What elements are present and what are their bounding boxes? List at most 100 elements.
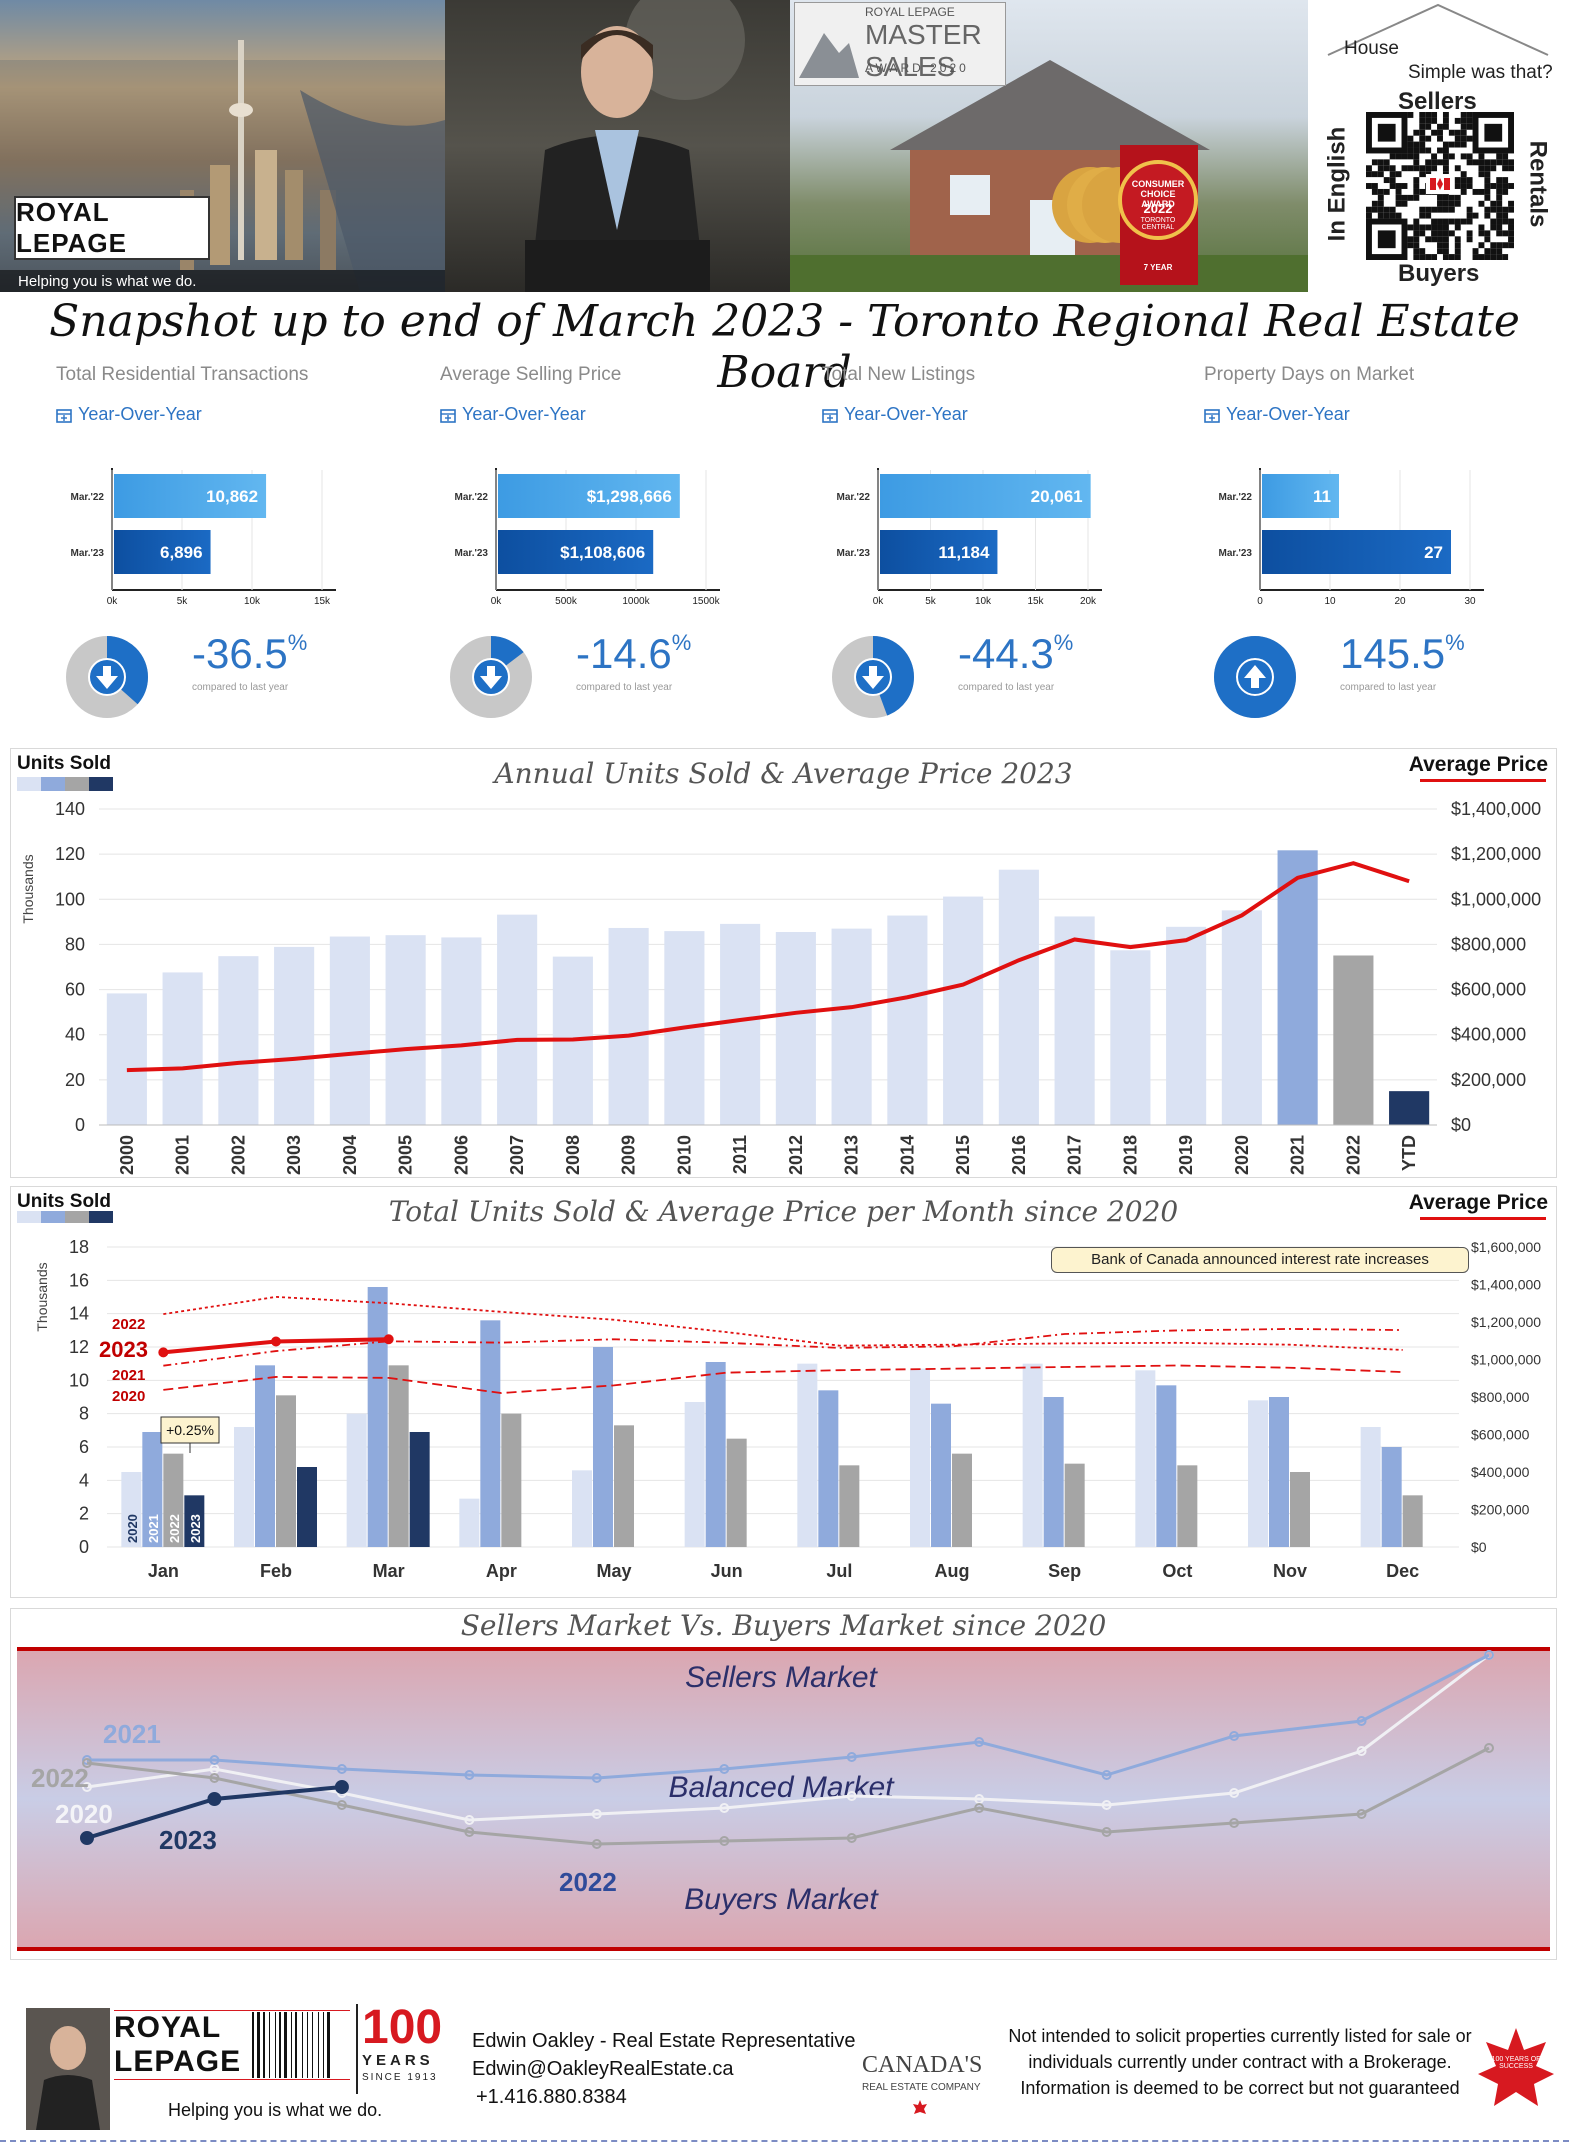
monthly-bar (459, 1498, 480, 1547)
kpi-bar (1262, 530, 1451, 574)
kpi-tick-label: 10k (244, 596, 261, 607)
kpi-sub: compared to last year (958, 682, 1055, 693)
monthly-right-tick: $1,000,000 (1471, 1352, 1541, 1368)
kpi-donut-icon (832, 636, 914, 718)
kpi-yoy-link[interactable]: Year-Over-Year (1204, 404, 1350, 425)
consumer-award-years: 7 YEAR (1143, 263, 1173, 272)
monthly-left-tick: 10 (69, 1370, 89, 1390)
agent-portrait (525, 0, 745, 292)
annual-right-tick: $400,000 (1451, 1025, 1526, 1045)
monthly-bar (910, 1368, 930, 1547)
kpi-percent-unit: % (1053, 630, 1074, 655)
annual-bar (1166, 926, 1207, 1125)
market-point (464, 1827, 475, 1837)
kpi-title: Average Selling Price (440, 364, 622, 385)
annual-bar (720, 923, 761, 1125)
market-point (1101, 1800, 1112, 1810)
kpi-tick-label: 0 (1257, 596, 1263, 607)
kpi-bar (498, 530, 654, 574)
agent-email-link[interactable]: Edwin@OakleyRealEstate.ca (472, 2058, 734, 2080)
annual-bar (329, 936, 370, 1125)
annual-right-tick: $1,000,000 (1451, 889, 1541, 909)
monthly-bar (1360, 1427, 1381, 1547)
award-medals-icon (1052, 145, 1198, 285)
footer-years-word: YEARS (362, 2052, 434, 2069)
monthly-bar (409, 1432, 430, 1547)
kpi-bar-value: 20,061 (1031, 487, 1083, 506)
monthly-chart-panel: Units Sold Average Price Total Units Sol… (10, 1186, 1557, 1598)
monthly-left-tick: 16 (69, 1270, 89, 1290)
kpi-row-label: Mar.'23 (454, 548, 488, 559)
market-chart-panel: Sellers Market Vs. Buyers Market since 2… (10, 1608, 1557, 1960)
kpi-donut-icon (66, 636, 148, 718)
annual-x-tick: 2015 (953, 1135, 973, 1175)
market-point (82, 1782, 92, 1792)
monthly-bar (1135, 1370, 1156, 1547)
market-point (464, 1815, 475, 1825)
monthly-bar (1248, 1400, 1268, 1547)
kpi-bar-value: 27 (1424, 543, 1443, 562)
arrow-down-icon (480, 666, 502, 689)
monthly-bar (163, 1453, 184, 1547)
disclaimer-line-1: Not intended to solicit properties curre… (1008, 2026, 1472, 2046)
annual-bar (608, 927, 649, 1125)
market-point (1356, 1809, 1367, 1819)
annual-price-line (126, 861, 1410, 1073)
annual-bar (1110, 950, 1151, 1125)
kpi-title: Property Days on Market (1204, 364, 1415, 385)
kpi-donut-fill (1214, 636, 1296, 718)
kpi-bar-value: 6,896 (160, 543, 203, 562)
kpi-bar-value: $1,108,606 (560, 543, 645, 562)
market-point (336, 1800, 347, 1810)
kpi-yoy-link[interactable]: Year-Over-Year (822, 404, 968, 425)
monthly-right-tick: $200,000 (1471, 1502, 1530, 1518)
award-title: MASTER SALES (865, 19, 982, 82)
market-line (86, 1746, 1490, 1846)
kpi-percent-unit: % (1445, 630, 1465, 655)
annual-right-tick: $1,200,000 (1451, 844, 1541, 864)
market-chart-title: Sellers Market Vs. Buyers Market since 2… (460, 1609, 1107, 1642)
annual-ylabel: Thousands (20, 854, 36, 923)
monthly-bar (1290, 1472, 1310, 1547)
monthly-bar (1022, 1363, 1043, 1547)
annual-bar (1389, 1091, 1430, 1125)
qr-simple-text: Simple was that? (1408, 62, 1553, 83)
maple-leaf-icon (913, 2100, 927, 2114)
kpi-bar-chart: 0 10 20 30 Mar.'22 11 Mar.'23 27 (1218, 468, 1484, 607)
market-point (1229, 1788, 1240, 1798)
kpi-donut-icon (450, 636, 532, 718)
kpi-yoy-link[interactable]: Year-Over-Year (56, 404, 202, 425)
annual-left-tick: 100 (55, 889, 85, 909)
kpi-row-label: Mar.'22 (454, 492, 488, 503)
annual-bar (218, 956, 259, 1125)
annual-bar (998, 869, 1039, 1125)
kpi-yoy-label: Year-Over-Year (1226, 404, 1350, 424)
annual-chart-panel: Units Sold Average Price Annual Units So… (10, 748, 1557, 1178)
qr-house-word: House (1344, 38, 1399, 59)
kpi-tick-label: 10 (1324, 596, 1336, 607)
annual-bar (1054, 916, 1095, 1125)
market-point (591, 1809, 602, 1819)
monthly-bar (276, 1395, 296, 1547)
monthly-x-tick: Jul (826, 1561, 852, 1581)
monthly-units-sold-tag: Units Sold (17, 1191, 111, 1212)
bottom-divider (0, 2140, 1569, 2142)
sellers-market-label: Sellers Market (685, 1661, 878, 1694)
agent-phone-link[interactable]: +1.416.880.8384 (476, 2086, 627, 2108)
disclaimer-line-3: Information is deemed to be correct but … (1020, 2078, 1460, 2098)
kpi-row-label: Mar.'23 (836, 548, 870, 559)
kpi-tick-label: 5k (925, 596, 937, 607)
annual-left-tick: 120 (55, 844, 85, 864)
line-label-2022: 2022 (112, 1316, 145, 1333)
monthly-x-tick: Dec (1386, 1561, 1419, 1581)
kpi-card: Average Selling Price Year-Over-Year 0k 500… (440, 360, 800, 718)
buyers-market-label: Buyers Market (684, 1883, 879, 1916)
monthly-bar (1381, 1447, 1402, 1547)
qr-code-icon[interactable] (1366, 112, 1514, 262)
kpi-bar (114, 474, 267, 518)
annual-right-tick: $0 (1451, 1115, 1471, 1135)
monthly-bar (572, 1470, 592, 1547)
monthly-price-line (163, 1364, 1403, 1394)
kpi-yoy-link[interactable]: Year-Over-Year (440, 404, 586, 425)
kpi-percent: -14.6% (576, 630, 691, 678)
